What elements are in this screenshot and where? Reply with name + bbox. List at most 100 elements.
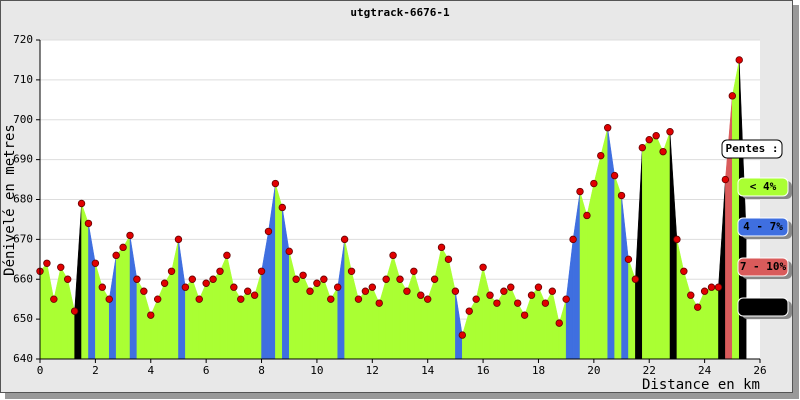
point [160,279,169,287]
slope-segment [185,278,193,360]
slope-segment [122,234,131,360]
y-tick-label: 720 [13,33,33,46]
point [382,275,390,283]
point [299,271,307,279]
point [430,275,439,283]
x-tick-label: 10 [310,364,323,377]
point [250,291,259,299]
point [562,295,570,303]
slope-segment [295,274,304,360]
point [548,287,557,295]
slope-segment [212,270,221,360]
x-tick-label: 22 [643,364,656,377]
point [465,307,473,315]
slope-segment [642,139,650,360]
point [721,175,730,184]
point [306,287,314,295]
point [133,275,141,283]
point [652,131,660,140]
point [507,283,515,291]
y-tick-label: 670 [13,232,33,245]
point [327,295,335,303]
slope-segment [711,286,719,360]
shadow [793,5,799,398]
point [333,283,342,291]
x-axis-label: Distance en km [642,377,760,393]
point [659,147,667,156]
point [320,275,328,283]
point [223,251,231,260]
point [347,267,356,275]
point [375,299,383,307]
x-tick-label: 20 [587,364,600,377]
point [687,291,695,299]
point [520,311,529,319]
point [119,243,127,252]
point [181,283,190,291]
slope-segment [115,246,124,360]
point [728,92,737,100]
slope-segment [39,262,48,360]
point [479,263,487,271]
point [666,128,674,136]
point [195,295,203,303]
point [209,275,217,283]
point [140,287,148,295]
point [451,287,460,295]
slope-segment [732,59,740,360]
point [84,219,93,228]
y-tick-label: 650 [13,312,33,325]
point [202,279,210,287]
point [645,135,653,144]
point [403,287,411,295]
shadow [5,393,799,399]
x-tick-label: 12 [366,364,379,377]
point [57,263,65,271]
point [50,295,58,303]
point [673,235,681,244]
point [257,267,266,275]
legend-title-box [721,139,783,159]
point [513,299,522,307]
y-tick-label: 700 [13,113,33,126]
point [493,299,501,307]
point [631,275,640,283]
point [43,259,51,267]
y-tick-label: 640 [13,352,33,365]
point [153,295,162,303]
point [610,171,619,180]
point [368,283,377,291]
point [340,235,349,244]
point [444,255,453,264]
point [680,267,688,275]
legend-swatch [737,257,789,277]
point [410,267,418,275]
point [624,255,633,264]
point [423,295,432,303]
point [707,283,716,291]
point [230,283,238,291]
point [458,331,467,339]
point [603,124,612,132]
point [292,275,300,283]
x-tick-label: 26 [753,364,766,377]
x-tick-label: 4 [147,364,154,377]
y-axis-label: Dénivelé en metres [2,124,18,276]
point [389,251,397,260]
point [597,151,605,160]
point [313,279,321,287]
point [472,295,480,303]
point [693,303,702,311]
point [576,187,584,196]
point [555,319,563,327]
x-tick-label: 18 [532,364,545,377]
point [714,283,723,291]
point [486,291,494,299]
point [91,259,100,267]
slope-segment [586,183,595,360]
slope-segment [614,175,622,360]
point [583,211,591,220]
legend-label: > 10% [746,300,779,313]
slope-segment [441,246,449,360]
point [174,235,183,244]
